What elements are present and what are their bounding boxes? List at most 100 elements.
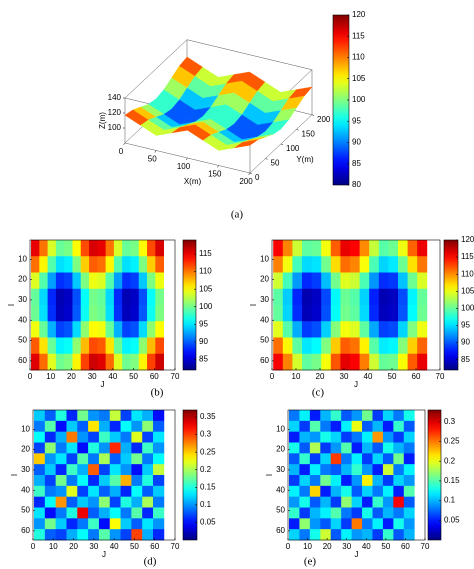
heat-cell: [55, 464, 67, 476]
heat-cell: [113, 240, 123, 257]
heat-cell: [330, 420, 342, 433]
heat-cell: [382, 442, 394, 454]
caption: (c): [312, 387, 325, 399]
heat-cell: [320, 518, 332, 530]
heat-cell: [138, 321, 148, 338]
heat-cell: [55, 272, 65, 290]
heat-cell: [88, 529, 100, 541]
heat-cell: [31, 272, 40, 290]
heat-cell: [417, 305, 428, 322]
heat-cell: [105, 240, 115, 257]
x-tick-label: 0: [28, 372, 33, 381]
heat-cell: [147, 272, 156, 290]
heat-cell: [398, 353, 408, 371]
heat-cell: [320, 496, 332, 508]
heat-cell: [55, 410, 67, 422]
heat-cell: [362, 518, 373, 530]
heat-cell: [72, 272, 82, 290]
colorbar-tick-label: 0.15: [200, 482, 216, 491]
heat-cell: [72, 337, 82, 355]
heat-cell: [403, 431, 415, 443]
plot-frame: [287, 409, 426, 541]
heat-cell: [311, 240, 322, 257]
heat-cell: [153, 410, 165, 422]
heat-cell: [109, 518, 121, 530]
heat-cell: [299, 507, 311, 519]
colorbar-tick-label: 0.3: [444, 417, 456, 426]
heat-cell: [66, 431, 78, 443]
heat-cell: [340, 256, 351, 273]
heat-cell: [66, 485, 78, 498]
heat-cell: [340, 337, 351, 355]
heat-cell: [292, 353, 303, 371]
heat-cell: [369, 288, 380, 306]
heat-cell: [341, 420, 352, 433]
heat-cell: [388, 321, 399, 338]
heat-cell: [130, 272, 140, 290]
heat-cell: [44, 410, 57, 422]
heat-cell: [393, 507, 405, 519]
colorbar: [182, 239, 197, 371]
heat-cell: [393, 496, 405, 508]
heat-cell: [142, 453, 154, 465]
heat-cell: [80, 353, 90, 371]
heat-cell: [77, 442, 89, 454]
heat-cell: [351, 485, 363, 498]
heat-cell: [39, 272, 49, 290]
heat-cell: [273, 272, 284, 290]
heat-cell: [97, 288, 107, 306]
heat-cell: [378, 240, 389, 257]
x-tick-label: 30: [88, 372, 97, 381]
heat-cell: [55, 305, 65, 322]
heat-cell: [288, 529, 300, 541]
heat-cell: [388, 337, 399, 355]
heat-cell: [309, 431, 321, 443]
heat-cell: [407, 272, 418, 290]
heat-cell: [372, 420, 384, 433]
heat-cell: [131, 453, 143, 465]
heat-cell: [39, 288, 49, 306]
heat-cell: [80, 288, 90, 306]
heat-cell: [155, 272, 165, 290]
heat-cell: [97, 353, 107, 371]
heat-cell: [321, 240, 332, 257]
heat-cell: [142, 518, 154, 530]
heat-cell: [142, 507, 154, 519]
heat-cell: [393, 475, 405, 487]
heat-cell: [47, 288, 57, 306]
y-axis-label: I: [249, 304, 258, 306]
heat-cell: [372, 496, 384, 508]
heat-cell: [120, 496, 132, 508]
heat-cell: [97, 337, 107, 355]
heat-cell: [80, 256, 90, 273]
heat-cell: [311, 353, 322, 371]
colorbar: [443, 239, 459, 371]
heat-cell: [34, 431, 46, 443]
heat-cell: [80, 240, 90, 257]
heat-cell: [77, 485, 89, 498]
heat-cell: [122, 337, 131, 355]
caption: (d): [144, 556, 157, 568]
heat-cell: [120, 431, 132, 443]
heat-cell: [311, 337, 322, 355]
heat-cell: [109, 529, 121, 541]
heat-cell: [321, 305, 332, 322]
heat-cell: [155, 256, 165, 273]
colorbar-tick-label: 0.25: [444, 437, 460, 446]
heat-cell: [311, 256, 322, 273]
y-tick-label: 20: [260, 275, 269, 284]
heat-cell: [80, 305, 90, 322]
heat-cell: [64, 272, 73, 290]
heat-cell: [407, 337, 418, 355]
heat-cell: [39, 305, 49, 322]
heat-cell: [147, 321, 156, 338]
heat-cell: [98, 496, 111, 508]
heat-cell: [350, 256, 360, 273]
heat-cell: [288, 475, 300, 487]
heat-cell: [341, 453, 352, 465]
x-tick-label: 20: [67, 372, 76, 381]
heat-cell: [44, 496, 57, 508]
heat-cell: [34, 475, 46, 487]
heat-cell: [369, 240, 380, 257]
heat-cell: [131, 464, 143, 476]
